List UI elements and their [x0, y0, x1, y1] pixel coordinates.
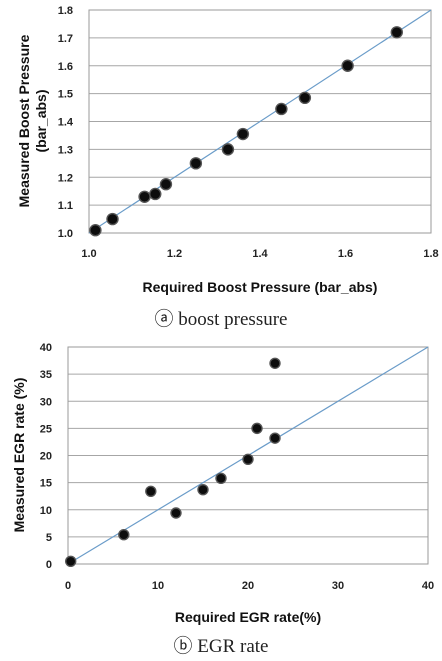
- egr-data-point: [269, 432, 281, 444]
- egr-data-point: [197, 483, 209, 496]
- boost-y-tick-label: 1.3: [58, 144, 73, 156]
- boost-data-point: [89, 224, 102, 237]
- boost-data-point: [138, 190, 151, 203]
- boost-y-tick-label: 1.6: [58, 61, 73, 73]
- egr-x-tick-label: 40: [422, 580, 434, 592]
- boost-data-point: [106, 212, 119, 226]
- egr-x-tick-label: 30: [332, 580, 344, 592]
- boost-x-tick-label: 1.8: [423, 248, 438, 260]
- boost-y-tick-label: 1.5: [58, 89, 73, 101]
- egr-x-tick-label: 10: [152, 580, 164, 592]
- egr-data-point: [215, 472, 227, 484]
- egr-y-tick-label: 10: [40, 505, 52, 517]
- egr-rate-chart: 0 5 10 15 20 25 30 35 40 0 10 20 30 40 Required EGR ra…: [11, 342, 434, 657]
- egr-y-tick-label: 15: [40, 478, 52, 490]
- boost-data-point: [341, 59, 354, 72]
- boost-x-tick-label: 1.4: [252, 248, 268, 260]
- boost-x-tick-label: 1.6: [338, 248, 353, 260]
- egr-y-tick-label: 25: [40, 423, 52, 435]
- boost-caption: ⓐ boost pressure: [155, 308, 288, 330]
- boost-y-tick-label: 1.1: [58, 200, 73, 212]
- boost-y-tick-label: 1.8: [58, 5, 73, 17]
- boost-x-tick-label: 1.0: [81, 248, 96, 260]
- boost-data-point: [298, 91, 312, 105]
- boost-y-tick-label: 1.2: [58, 172, 73, 184]
- boost-data-point: [390, 26, 403, 39]
- boost-data-point: [275, 102, 288, 116]
- egr-y-tick-label: 40: [40, 342, 52, 354]
- egr-y-tick-label: 5: [46, 532, 52, 544]
- boost-y-tick-label: 1.7: [58, 33, 73, 45]
- egr-x-axis-title: Required EGR rate(%): [175, 609, 321, 625]
- egr-x-tick-label: 20: [242, 580, 254, 592]
- egr-data-point: [145, 485, 157, 498]
- egr-y-tick-label: 35: [40, 369, 52, 381]
- boost-y-tick-label: 1.0: [58, 228, 73, 240]
- boost-data-point: [189, 157, 203, 170]
- egr-data-point: [242, 453, 254, 465]
- boost-pressure-chart: 1.0 1.1 1.2 1.3 1.4 1.5 1.6 1.7 1.8 1.0 1.2 1.4 1.6 1…: [16, 5, 439, 330]
- egr-y-tick-label: 0: [46, 559, 52, 571]
- egr-caption: ⓑ EGR rate: [174, 635, 269, 657]
- egr-data-point: [170, 507, 182, 519]
- egr-x-tick-label: 0: [65, 580, 71, 592]
- egr-data-point: [118, 529, 130, 541]
- boost-y-tick-label: 1.4: [58, 117, 74, 129]
- egr-data-point: [64, 555, 77, 567]
- egr-data-point: [251, 422, 263, 435]
- boost-data-point: [159, 178, 173, 191]
- boost-data-point: [221, 143, 235, 156]
- egr-y-tick-label: 20: [40, 451, 52, 463]
- boost-plot-frame: [88, 9, 432, 234]
- egr-y-axis-title: Measured EGR rate (%): [11, 378, 27, 533]
- boost-data-point: [149, 187, 162, 201]
- egr-plot-frame: [67, 346, 429, 565]
- egr-data-point: [269, 357, 281, 369]
- boost-x-tick-label: 1.2: [167, 248, 182, 260]
- egr-y-tick-label: 30: [40, 396, 52, 408]
- boost-x-axis-title: Required Boost Pressure (bar_abs): [143, 279, 378, 295]
- boost-data-point: [236, 127, 250, 141]
- boost-y-axis-title: Measured Boost Pressure(bar_abs): [16, 34, 49, 207]
